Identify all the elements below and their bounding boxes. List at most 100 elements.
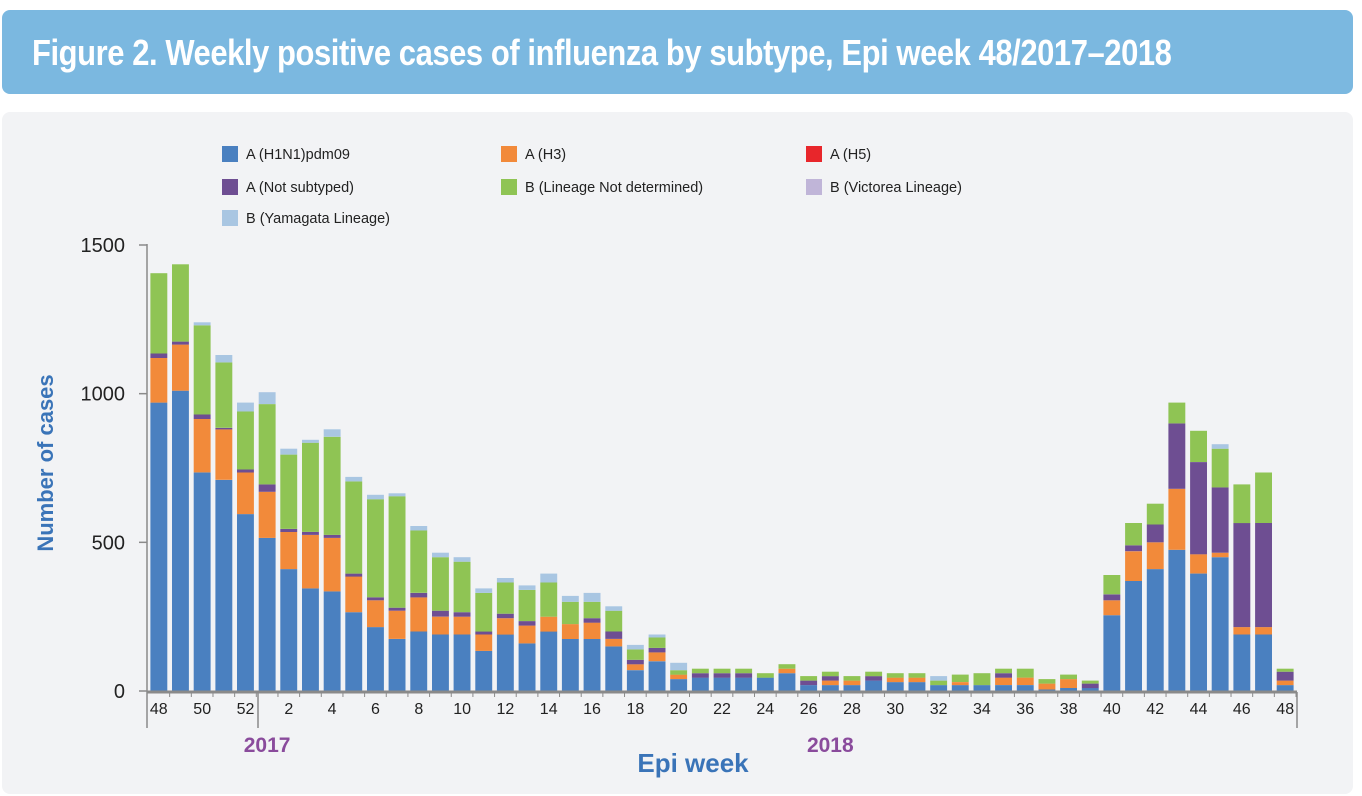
bar-segment (280, 569, 298, 691)
bar-segment (691, 673, 709, 678)
bar-segment (258, 392, 276, 405)
bar-segment (670, 679, 688, 691)
bar-segment (237, 402, 254, 412)
bar-segment (540, 616, 558, 632)
bar-segment (778, 668, 796, 674)
bar-segment (995, 668, 1012, 674)
bar-segment (518, 643, 536, 691)
bar-segment (1255, 472, 1272, 523)
bar-segment (496, 634, 514, 691)
bar-segment (821, 685, 839, 691)
bar-segment (691, 677, 709, 691)
bar-segment (583, 601, 601, 619)
bar-segment (626, 644, 644, 650)
bar-segment (345, 612, 363, 691)
bar-segment (1255, 627, 1272, 635)
bar-segment (691, 668, 709, 674)
bar-segment (475, 650, 493, 691)
y-ticks: 0 500 1000 1500 (81, 235, 147, 703)
bar-segment (432, 610, 449, 617)
bar-segment (800, 685, 818, 691)
bar-segment (995, 677, 1012, 685)
bar-segment (215, 355, 233, 363)
bar-segment (496, 582, 514, 614)
bar-segment (388, 493, 406, 497)
bar-segment (475, 592, 493, 632)
legend-label: A (Not subtyped) (246, 180, 354, 196)
legend-swatch (222, 210, 238, 226)
bar-segment (1211, 487, 1229, 553)
bar-segment (540, 631, 558, 691)
x-tick-label: 16 (583, 701, 601, 718)
bar-segment (800, 676, 818, 681)
bar-segment (1125, 523, 1142, 546)
bar-segment (561, 624, 579, 639)
bar-segment (886, 677, 904, 683)
bar-segment (1233, 634, 1251, 691)
x-tick-label: 50 (193, 701, 211, 718)
bar-segment (280, 531, 298, 570)
bar-segment (626, 659, 644, 665)
bar-segment (410, 526, 428, 531)
bar-segment (302, 442, 319, 532)
bar-segment (605, 646, 623, 691)
bar-segment (258, 404, 276, 485)
x-tick-label: 40 (1103, 701, 1121, 718)
bar-segment (1276, 685, 1294, 691)
bar-segment (1233, 627, 1251, 635)
bar-segment (1016, 668, 1034, 678)
bar-segment (605, 639, 623, 647)
bar-segment (172, 341, 189, 345)
bar-segment (496, 618, 514, 635)
bar-segment (735, 677, 753, 691)
legend-label: A (H3) (525, 147, 566, 163)
x-tick-label: 8 (414, 701, 423, 718)
bar-segment (1190, 462, 1207, 555)
x-tick-label: 20 (670, 701, 688, 718)
bar-segment (323, 429, 341, 437)
bar-segment (583, 618, 601, 623)
bar-segment (1211, 557, 1229, 691)
bar-segment (1190, 430, 1207, 462)
bar-segment (865, 676, 883, 681)
bar-segment (518, 585, 536, 590)
bar-segment (150, 358, 168, 403)
bar-segment (1211, 448, 1229, 488)
x-tick-label: 22 (713, 701, 731, 718)
bar-segment (432, 616, 449, 635)
bar-segment (302, 439, 319, 443)
bar-segment (886, 682, 904, 691)
bar-segment (1211, 444, 1229, 449)
figure-title-banner: Figure 2. Weekly positive cases of influ… (2, 10, 1353, 94)
legend-label: B (Victorea Lineage) (830, 180, 962, 196)
bar-segment (843, 685, 861, 691)
bar-segment (367, 499, 384, 598)
bar-segment (670, 674, 688, 680)
bar-segment (345, 481, 363, 574)
bar-segment (1168, 423, 1186, 489)
bar-segment (215, 427, 233, 430)
bar-segment (453, 612, 471, 617)
bar-segment (172, 390, 189, 691)
bar-segment (323, 591, 341, 691)
bar-segment (453, 634, 471, 691)
x-tick-label: 12 (497, 701, 515, 718)
year-label: 2017 (244, 734, 291, 757)
bar-segment (1233, 484, 1251, 524)
bar-segment (410, 592, 428, 598)
bar-segment (367, 600, 384, 628)
bar-segment (1103, 575, 1121, 595)
legend-label: A (H1N1)pdm09 (246, 147, 350, 163)
y-tick-label: 500 (92, 532, 125, 554)
bar-segment (150, 273, 168, 354)
bar-segment (561, 595, 579, 602)
bar-segment (193, 322, 211, 326)
bar-segment (713, 668, 731, 674)
x-tick-label: 52 (237, 701, 255, 718)
bar-segment (1038, 689, 1056, 691)
bar-segment (410, 631, 428, 691)
bar-segment (605, 606, 623, 611)
bar-segment (605, 610, 623, 632)
legend-swatch (501, 179, 517, 195)
bar-segment (215, 429, 233, 480)
